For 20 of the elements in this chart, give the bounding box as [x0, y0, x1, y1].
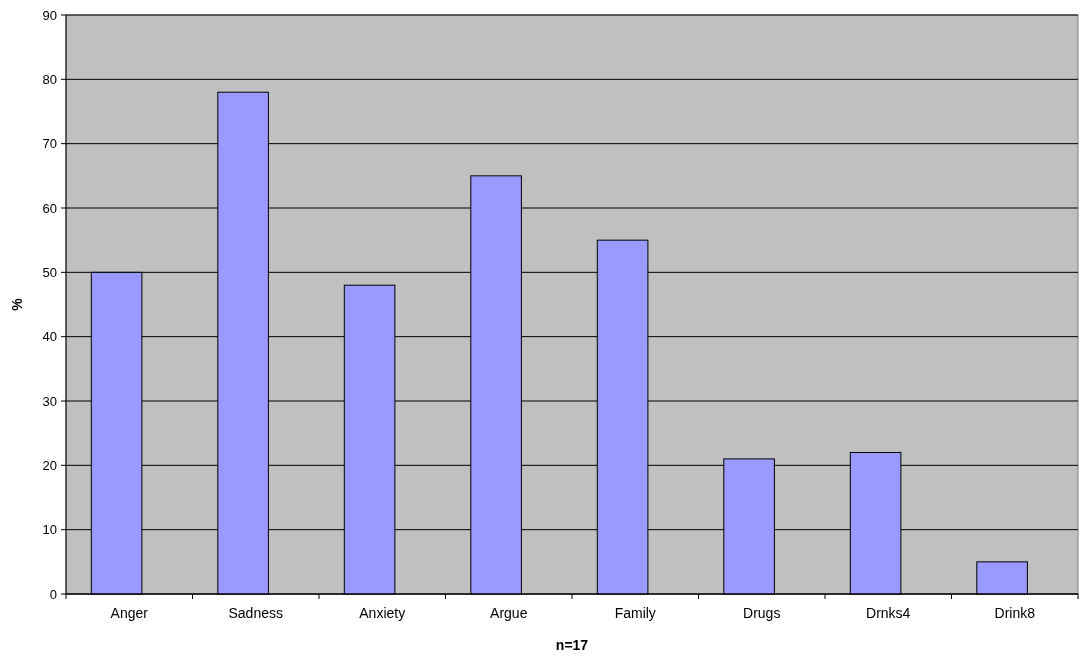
x-axis-title: n=17	[555, 637, 589, 653]
x-tick-label: Anger	[110, 605, 149, 621]
y-tick-label: 70	[42, 136, 57, 152]
x-tick-label: Drnks4	[866, 605, 911, 621]
x-tick-label: Family	[614, 605, 656, 621]
x-tick-label: Argue	[490, 605, 528, 621]
y-tick-label: 30	[42, 393, 57, 409]
x-tick-label: Sadness	[228, 605, 283, 621]
y-tick-label: 40	[42, 329, 57, 345]
y-tick-label: 10	[42, 522, 57, 538]
y-tick-label: 80	[42, 71, 57, 87]
y-axis-title: %	[9, 297, 25, 311]
y-tick-label: 60	[42, 200, 57, 216]
x-tick-label: Drink8	[994, 605, 1036, 621]
x-tick-label: Drugs	[743, 605, 781, 621]
y-tick-label: 50	[42, 264, 57, 280]
y-tick-label: 90	[42, 7, 57, 23]
x-tick-label: Anxiety	[359, 605, 406, 621]
y-tick-label: 0	[49, 586, 57, 602]
y-tick-label: 20	[42, 457, 57, 473]
